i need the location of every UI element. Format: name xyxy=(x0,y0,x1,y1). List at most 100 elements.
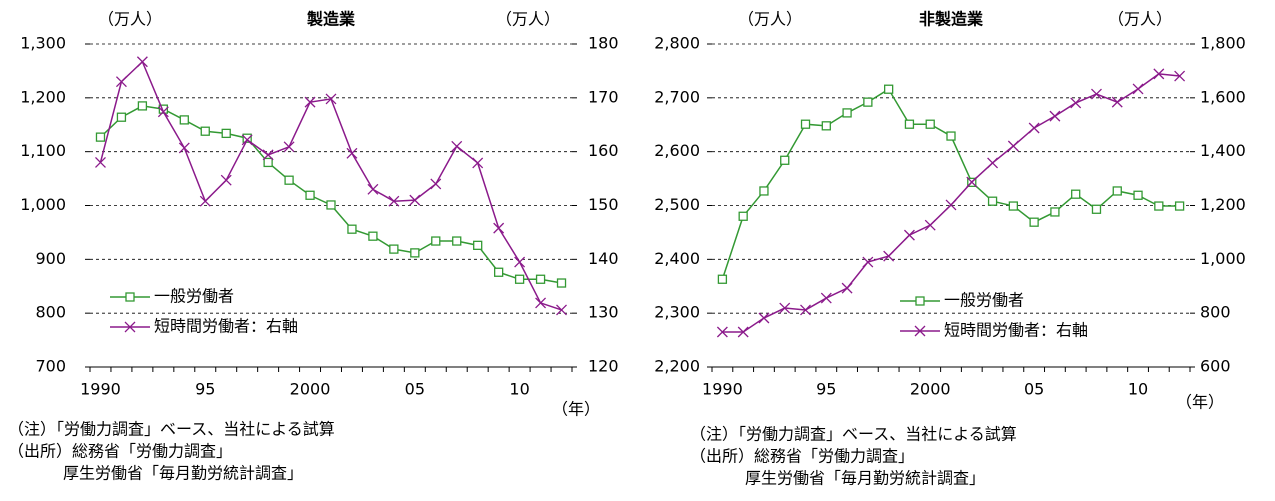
point xyxy=(1028,122,1040,134)
y-axis-unit: （万人） xyxy=(738,10,802,29)
point xyxy=(1007,140,1019,152)
point xyxy=(493,222,505,234)
point xyxy=(346,147,358,159)
y-tick-label: 2,300 xyxy=(654,303,700,322)
point xyxy=(535,274,546,284)
y-tick-label: 800 xyxy=(35,303,66,322)
y2-tick-label: 150 xyxy=(588,195,619,214)
point xyxy=(717,274,728,284)
x-tick-label: 05 xyxy=(405,380,425,399)
y-axis-unit: （万人） xyxy=(98,10,162,29)
note: （出所）総務省「労働力調査」 xyxy=(690,447,914,466)
point xyxy=(262,149,274,161)
series-line xyxy=(99,105,562,284)
legend-marker xyxy=(915,296,925,306)
point xyxy=(304,96,316,108)
point xyxy=(494,267,504,277)
legend-label: 短時間労働者：右軸 xyxy=(154,317,298,336)
point xyxy=(95,132,106,142)
point xyxy=(800,119,811,129)
point xyxy=(904,119,915,129)
point xyxy=(326,200,336,210)
point xyxy=(1071,189,1081,199)
point xyxy=(1029,217,1039,227)
y2-tick-label: 120 xyxy=(588,357,619,376)
series-line xyxy=(721,88,1180,280)
point xyxy=(305,190,315,200)
point xyxy=(1091,88,1102,100)
y-tick-label: 2,600 xyxy=(654,141,700,160)
point xyxy=(514,274,525,284)
point xyxy=(410,248,420,258)
point xyxy=(263,157,273,168)
point xyxy=(1112,186,1122,196)
y2-tick-label: 1,800 xyxy=(1200,34,1246,53)
point xyxy=(451,140,463,152)
y-tick-label: 700 xyxy=(35,357,66,376)
point xyxy=(945,199,957,211)
point xyxy=(325,93,337,105)
y2-tick-label: 180 xyxy=(588,34,619,53)
note: 厚生労働省「毎月勤労統計調査」 xyxy=(745,469,985,488)
point xyxy=(136,56,148,68)
point xyxy=(779,302,791,314)
point xyxy=(389,244,399,254)
y2-tick-label: 140 xyxy=(588,249,619,268)
x-tick-label: 95 xyxy=(195,380,215,399)
point xyxy=(473,240,483,250)
x-tick-label: 95 xyxy=(816,380,836,399)
y-tick-label: 900 xyxy=(35,249,66,268)
x-axis-unit: （年） xyxy=(552,400,600,419)
point xyxy=(200,126,210,136)
point xyxy=(759,186,769,196)
point xyxy=(220,174,232,186)
point xyxy=(987,196,998,206)
legend-label: 一般労働者 xyxy=(154,287,234,306)
point xyxy=(472,157,484,169)
point xyxy=(1091,204,1102,214)
y2-tick-label: 1,000 xyxy=(1200,249,1246,268)
point xyxy=(556,304,567,316)
point xyxy=(514,256,526,268)
x-tick-label: 1990 xyxy=(702,380,743,399)
point xyxy=(242,133,252,143)
point xyxy=(179,115,189,125)
x-tick-label: 2000 xyxy=(910,380,951,399)
y2-tick-label: 800 xyxy=(1200,303,1231,322)
x-axis-unit: （年） xyxy=(1176,393,1224,412)
point xyxy=(842,108,852,118)
point xyxy=(1133,190,1143,200)
note: （注）「労働力調査」ベース、当社による試算 xyxy=(690,425,1017,444)
y-tick-label: 2,700 xyxy=(654,87,700,106)
point xyxy=(903,229,915,241)
point xyxy=(800,304,811,316)
legend-label: 短時間労働者：右軸 xyxy=(944,321,1088,340)
point xyxy=(368,231,378,241)
point xyxy=(737,326,749,338)
point xyxy=(431,236,441,246)
x-tick-label: 10 xyxy=(1128,380,1148,399)
point xyxy=(137,101,148,111)
point xyxy=(924,219,936,231)
legend-marker xyxy=(124,321,136,333)
chart-title: 製造業 xyxy=(306,10,356,29)
y-tick-label: 2,200 xyxy=(654,357,700,376)
note: （出所）総務省「労働力調査」 xyxy=(8,442,232,461)
y-tick-label: 2,400 xyxy=(654,249,700,268)
legend-label: 一般労働者 xyxy=(944,291,1024,310)
chart-title: 非製造業 xyxy=(919,10,984,29)
point xyxy=(946,131,956,141)
point xyxy=(199,195,211,207)
point xyxy=(430,178,442,190)
note: （注）「労働力調査」ベース、当社による試算 xyxy=(8,420,335,439)
point xyxy=(841,282,853,294)
point xyxy=(758,312,770,324)
legend-marker xyxy=(125,292,135,302)
point xyxy=(1174,70,1186,82)
point xyxy=(283,141,295,153)
y-tick-label: 2,500 xyxy=(654,195,700,214)
point xyxy=(780,155,790,165)
point xyxy=(452,236,462,246)
point xyxy=(367,183,379,195)
